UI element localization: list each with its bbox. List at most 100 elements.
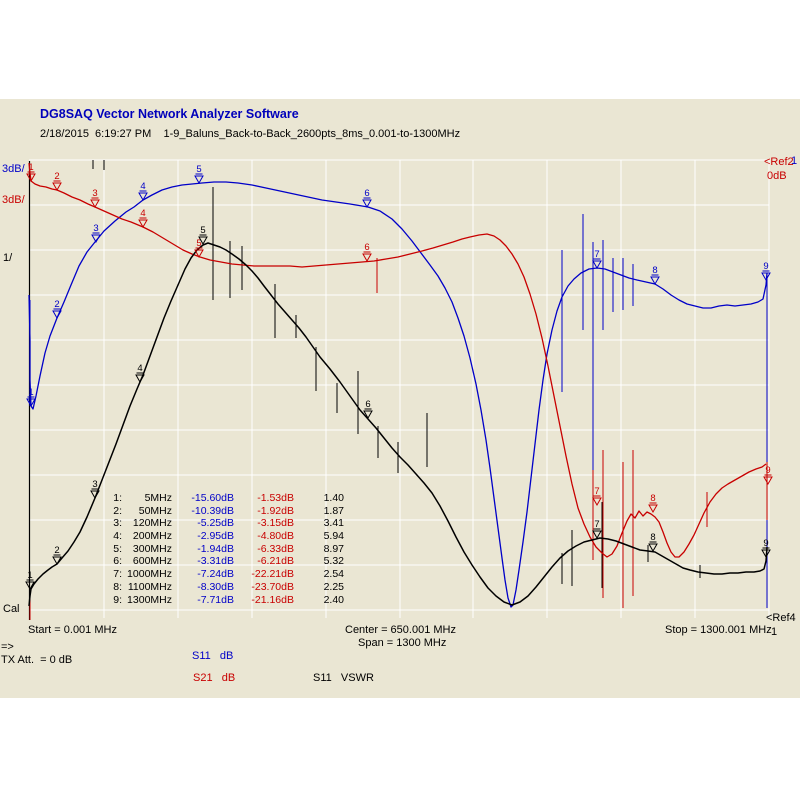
- table-cell: 50MHz: [138, 504, 172, 517]
- table-cell: 1300MHz: [127, 593, 172, 606]
- marker-triangle-icon[interactable]: [198, 236, 208, 246]
- marker-number[interactable]: 6: [364, 242, 369, 253]
- marker-number[interactable]: 6: [364, 188, 369, 199]
- table-cell: 7:: [113, 568, 122, 581]
- center-freq-label[interactable]: Center = 650.001 MHz: [345, 624, 456, 636]
- arrow-indicator: =>: [1, 641, 14, 653]
- marker-table: 1: 5MHz -15.60dB -1.53dB 1.40 2: 50MHz -10.39dB…: [96, 492, 344, 606]
- table-cell: 1.40: [323, 492, 344, 504]
- table-row: 3: 120MHz -5.25dB -3.15dB 3.41: [96, 517, 344, 530]
- marker-number[interactable]: 8: [652, 265, 657, 276]
- marker-triangle-icon[interactable]: [592, 497, 602, 507]
- table-cell: -7.71dB: [197, 593, 234, 606]
- marker-triangle-icon[interactable]: [194, 249, 204, 259]
- table-cell: 120MHz: [132, 517, 172, 530]
- marker-triangle-icon[interactable]: [26, 398, 36, 408]
- marker-number[interactable]: 3: [92, 188, 97, 199]
- marker-number[interactable]: 1: [28, 387, 33, 398]
- table-cell: -22.21dB: [251, 568, 294, 581]
- table-cell: 300MHz: [132, 542, 172, 555]
- table-row: 8: 1100MHz -8.30dB -23.70dB 2.25: [96, 581, 344, 594]
- marker-number[interactable]: 5: [200, 225, 205, 236]
- marker-triangle-icon[interactable]: [363, 410, 373, 420]
- marker-triangle-icon[interactable]: [761, 549, 771, 559]
- marker-number[interactable]: 2: [54, 171, 59, 182]
- marker-triangle-icon[interactable]: [763, 476, 773, 486]
- marker-number[interactable]: 3: [93, 223, 98, 234]
- sweep-info: 2/18/2015 6:19:27 PM 1-9_Baluns_Back-to-…: [40, 128, 461, 140]
- cal-label[interactable]: Cal: [3, 603, 20, 615]
- marker-number[interactable]: 5: [196, 238, 201, 249]
- tx-att-label[interactable]: TX Att. = 0 dB: [1, 654, 73, 666]
- marker-number[interactable]: 7: [594, 249, 599, 260]
- marker-triangle-icon[interactable]: [52, 556, 62, 566]
- marker-number[interactable]: 4: [140, 181, 145, 192]
- marker-triangle-icon[interactable]: [138, 219, 148, 229]
- table-cell: 5MHz: [144, 492, 172, 504]
- table-cell: -1.53dB: [257, 492, 294, 504]
- scale-label-s21[interactable]: 3dB/: [2, 194, 25, 206]
- scale-label-s11[interactable]: 3dB/: [2, 163, 25, 175]
- legend-s21-db[interactable]: S21 dB: [193, 672, 236, 684]
- marker-number[interactable]: 8: [650, 532, 655, 543]
- marker-number[interactable]: 9: [763, 538, 768, 549]
- marker-triangle-icon[interactable]: [135, 374, 145, 384]
- marker-number[interactable]: 7: [594, 486, 599, 497]
- start-freq-label[interactable]: Start = 0.001 MHz: [28, 624, 117, 636]
- table-cell: 1.87: [323, 504, 344, 517]
- table-cell: -21.16dB: [251, 593, 294, 606]
- marker-number[interactable]: 5: [196, 164, 201, 175]
- marker-triangle-icon[interactable]: [91, 234, 101, 244]
- span-label[interactable]: Span = 1300 MHz: [358, 637, 447, 649]
- table-row: 2: 50MHz -10.39dB -1.92dB 1.87: [96, 505, 344, 518]
- ref4-label[interactable]: <Ref4: [766, 612, 796, 624]
- stop-freq-label[interactable]: Stop = 1300.001 MHz: [665, 624, 772, 636]
- ref1-label: 1: [791, 155, 798, 167]
- marker-triangle-icon[interactable]: [362, 199, 372, 209]
- marker-number[interactable]: 7: [594, 519, 599, 530]
- marker-number[interactable]: 9: [763, 261, 768, 272]
- marker-number[interactable]: 2: [54, 299, 59, 310]
- marker-triangle-icon[interactable]: [90, 490, 100, 500]
- marker-number[interactable]: 8: [650, 493, 655, 504]
- table-cell: -1.94dB: [197, 542, 234, 555]
- ref4-value: 1: [771, 626, 778, 638]
- marker-triangle-icon[interactable]: [648, 504, 658, 514]
- marker-number[interactable]: 6: [365, 399, 370, 410]
- marker-triangle-icon[interactable]: [26, 173, 36, 183]
- table-cell: 200MHz: [132, 530, 172, 543]
- marker-triangle-icon[interactable]: [648, 543, 658, 553]
- marker-number[interactable]: 9: [765, 465, 770, 476]
- legend-s11-vswr[interactable]: S11 VSWR: [313, 672, 374, 684]
- marker-triangle-icon[interactable]: [194, 175, 204, 185]
- table-cell: 2.40: [323, 593, 344, 606]
- marker-triangle-icon[interactable]: [592, 530, 602, 540]
- table-cell: 5.32: [323, 555, 344, 568]
- marker-number[interactable]: 1: [28, 162, 33, 173]
- marker-number[interactable]: 4: [140, 208, 145, 219]
- marker-number[interactable]: 4: [137, 363, 142, 374]
- table-cell: 5.94: [323, 530, 344, 543]
- table-cell: -6.33dB: [257, 542, 294, 555]
- marker-triangle-icon[interactable]: [52, 310, 62, 320]
- marker-triangle-icon[interactable]: [138, 192, 148, 202]
- marker-triangle-icon[interactable]: [650, 276, 660, 286]
- table-cell: -3.31dB: [197, 555, 234, 568]
- marker-number[interactable]: 1: [27, 570, 32, 581]
- ref2-label[interactable]: <Ref2: [764, 156, 794, 168]
- legend-s11-db[interactable]: S11 dB: [192, 650, 234, 662]
- scale-label-vswr[interactable]: 1/: [3, 252, 13, 264]
- marker-number[interactable]: 3: [92, 479, 97, 490]
- table-cell: -8.30dB: [197, 580, 234, 593]
- marker-triangle-icon[interactable]: [761, 272, 771, 282]
- marker-triangle-icon[interactable]: [362, 253, 372, 263]
- marker-triangle-icon[interactable]: [90, 199, 100, 209]
- table-cell: 8.97: [323, 542, 344, 555]
- marker-triangle-icon[interactable]: [25, 581, 35, 591]
- table-cell: -1.92dB: [257, 504, 294, 517]
- marker-triangle-icon[interactable]: [592, 260, 602, 270]
- marker-triangle-icon[interactable]: [52, 182, 62, 192]
- marker-number[interactable]: 2: [54, 545, 59, 556]
- table-cell: 2.25: [323, 580, 344, 593]
